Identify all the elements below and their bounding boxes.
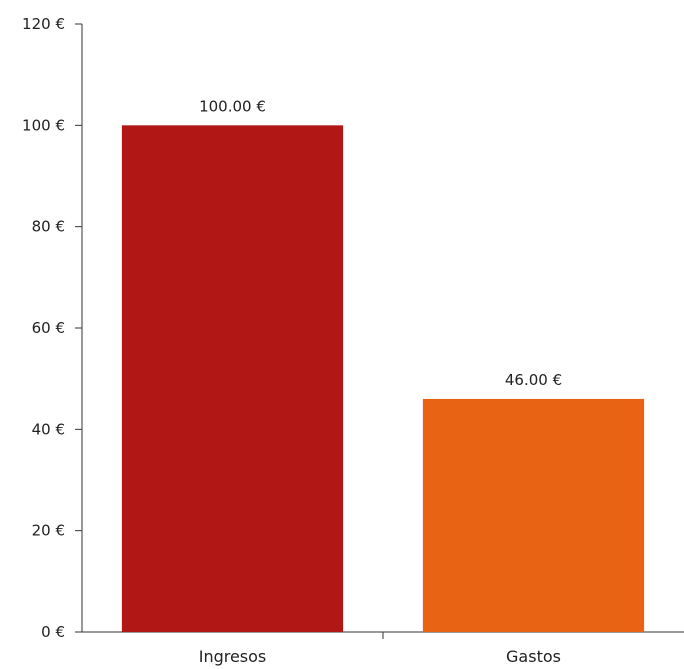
y-tick-label: 80 € [32,218,65,236]
y-tick-label: 120 € [22,15,65,33]
data-labels: 100.00 € 46.00 € [199,97,562,389]
y-tick-label: 60 € [32,319,65,337]
y-axis: 0 € 20 € 40 € 60 € 80 € 100 € 120 € [22,15,83,641]
y-tick-label: 0 € [41,623,65,641]
x-category-label: Gastos [506,647,561,666]
bars [121,125,645,632]
data-label-gastos: 46.00 € [505,371,562,389]
data-label-ingresos: 100.00 € [199,97,266,115]
x-category-label: Ingresos [199,647,267,666]
x-axis: Ingresos Gastos [82,631,684,666]
bar-ingresos [121,125,344,632]
y-tick-label: 20 € [32,522,65,540]
y-tick-label: 40 € [32,420,65,438]
bar-gastos [422,398,645,632]
y-tick-label: 100 € [22,116,65,134]
